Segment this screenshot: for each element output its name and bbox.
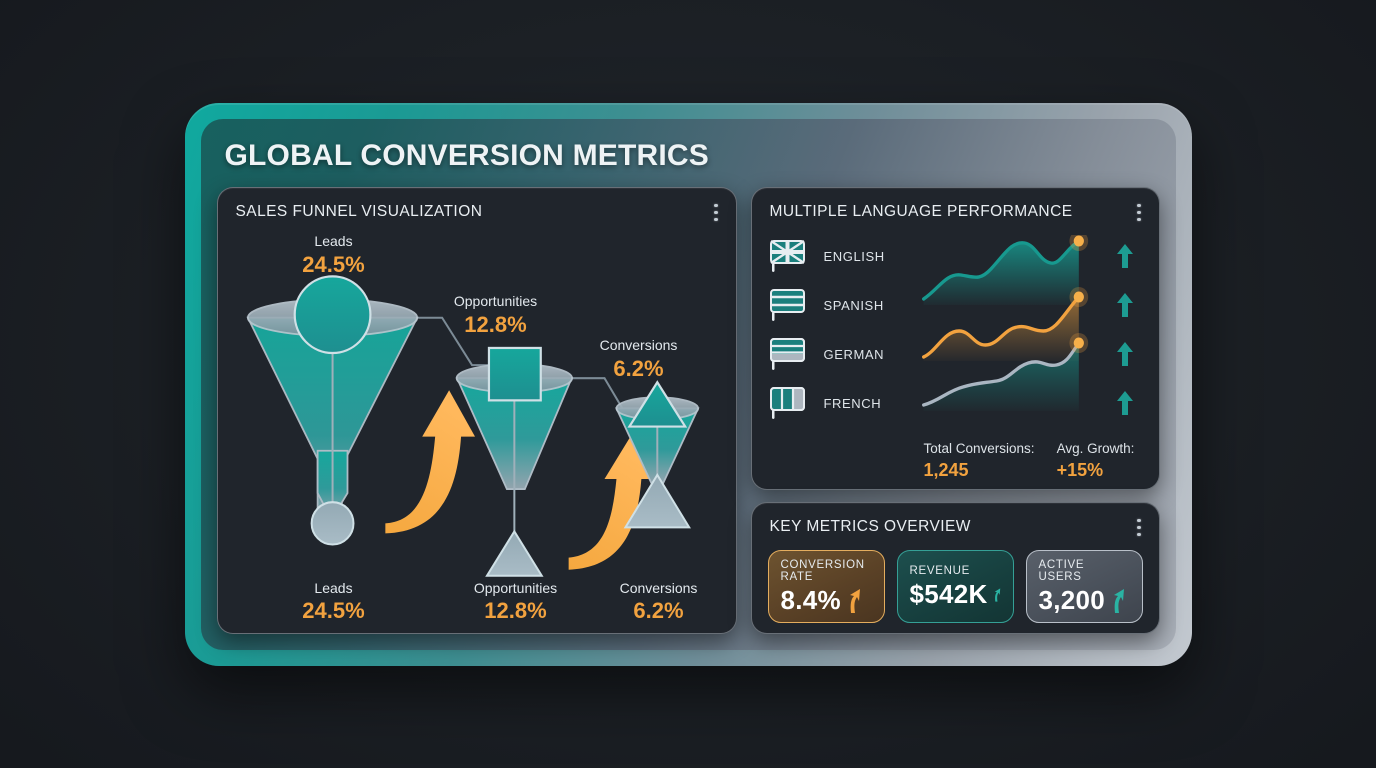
language-panel-header: MULTIPLE LANGUAGE PERFORMANCE: [752, 188, 1159, 230]
metrics-panel-title: KEY METRICS OVERVIEW: [769, 518, 971, 536]
funnel-conversions: [614, 380, 700, 529]
panels-row: SALES FUNNEL VISUALIZATION: [216, 186, 1160, 637]
arrow-up-icon: [994, 588, 1000, 602]
metric-label: ACTIVE USERS: [1038, 559, 1085, 584]
metric-label: CONVERSION RATE: [780, 559, 865, 584]
growth-arrow-icon: [384, 390, 475, 534]
total-conversions-stat: Total Conversions: 1,245: [924, 440, 1035, 483]
growth-arrow-icon: [568, 436, 654, 571]
language-row-german[interactable]: GERMAN: [768, 337, 918, 371]
arrow-up-icon: [1114, 588, 1125, 613]
language-row-spanish[interactable]: SPANISH: [768, 288, 918, 322]
language-row-english[interactable]: ENGLISH: [768, 239, 918, 273]
language-list: ENGLISH SPANISH: [768, 233, 918, 482]
metrics-panel-header: KEY METRICS OVERVIEW: [752, 503, 1159, 545]
metric-card-revenue[interactable]: REVENUE $542K: [896, 550, 1014, 624]
funnel-panel-header: SALES FUNNEL VISUALIZATION: [218, 188, 736, 230]
arrow-up-icon: [849, 588, 860, 613]
language-label: GERMAN: [823, 346, 885, 362]
language-footer-stats: Total Conversions: 1,245 Avg. Growth: +1…: [924, 440, 1135, 483]
arrow-up-icon: [1105, 386, 1145, 420]
language-label: FRENCH: [823, 395, 882, 411]
metric-card-active-users[interactable]: ACTIVE USERS 3,200: [1025, 550, 1143, 624]
avg-growth-stat: Avg. Growth: +15%: [1057, 440, 1135, 483]
metric-label: REVENUE: [909, 565, 970, 578]
spain-flag-icon: [769, 289, 805, 322]
metric-value-row: 8.4%: [781, 585, 873, 616]
trend-arrow-column: [1105, 233, 1145, 482]
kebab-menu-icon[interactable]: [1135, 515, 1143, 541]
kebab-menu-icon[interactable]: [1135, 200, 1143, 226]
stat-value: 1,245: [923, 460, 969, 481]
key-metrics-panel: KEY METRICS OVERVIEW CONVERSION RATE 8.4…: [750, 501, 1160, 637]
stat-value: +15%: [1056, 460, 1104, 481]
metric-value-row: $542K: [910, 579, 1002, 610]
metric-card-list: CONVERSION RATE 8.4% REVENUE: [752, 544, 1159, 637]
language-label: ENGLISH: [823, 248, 885, 264]
metric-value: 3,200: [1038, 585, 1106, 616]
language-panel-body: ENGLISH SPANISH: [752, 229, 1159, 488]
metric-value: $542K: [909, 579, 988, 610]
language-panel-title: MULTIPLE LANGUAGE PERFORMANCE: [769, 203, 1073, 221]
arrow-up-icon: [1105, 337, 1145, 371]
dashboard-inner: GLOBAL CONVERSION METRICS SALES FUNNEL V…: [200, 118, 1176, 650]
language-performance-panel: MULTIPLE LANGUAGE PERFORMANCE: [750, 186, 1160, 490]
funnel-graphic: [245, 275, 700, 578]
funnel-panel-title: SALES FUNNEL VISUALIZATION: [235, 203, 483, 221]
kebab-menu-icon[interactable]: [712, 200, 720, 226]
language-sparkline-chart: [918, 233, 1105, 482]
language-row-french[interactable]: FRENCH: [768, 386, 918, 420]
france-flag-icon: [769, 387, 805, 420]
metric-card-conversion-rate[interactable]: CONVERSION RATE 8.4%: [767, 550, 885, 624]
dashboard-frame: GLOBAL CONVERSION METRICS SALES FUNNEL V…: [184, 102, 1192, 666]
stat-label: Avg. Growth:: [1056, 440, 1135, 456]
stat-label: Total Conversions:: [923, 440, 1035, 456]
metric-value-row: 3,200: [1039, 585, 1131, 616]
right-column: MULTIPLE LANGUAGE PERFORMANCE: [750, 186, 1160, 637]
funnel-stage: Leads 24.5% Opportunities 12.8% Conversi…: [218, 229, 736, 632]
language-label: SPANISH: [823, 297, 884, 313]
germany-flag-icon: [769, 338, 805, 371]
funnel-leads: [245, 275, 419, 546]
sales-funnel-panel: SALES FUNNEL VISUALIZATION: [216, 186, 737, 634]
uk-flag-icon: [769, 240, 805, 273]
arrow-up-icon: [1105, 288, 1145, 322]
page-title: GLOBAL CONVERSION METRICS: [224, 138, 709, 172]
metric-value: 8.4%: [780, 585, 841, 616]
arrow-up-icon: [1105, 239, 1145, 273]
funnel-opportunities: [455, 347, 573, 578]
